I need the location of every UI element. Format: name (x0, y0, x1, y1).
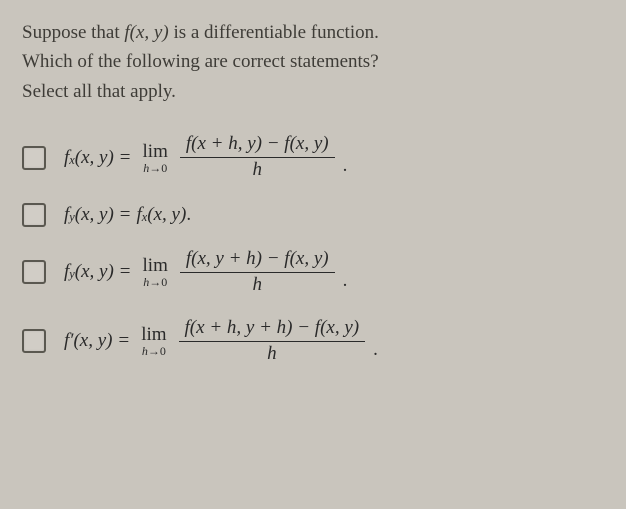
lhs-sub: y (69, 210, 74, 225)
option-row: fy(x, y) = fx(x, y). (22, 203, 604, 227)
checkbox-option-4[interactable] (22, 329, 46, 353)
question-func-expr: f(x, y) (124, 22, 168, 43)
checkbox-option-3[interactable] (22, 260, 46, 284)
frac-num: f(x, y + h) − f(x, y) (180, 249, 335, 273)
period: . (343, 270, 348, 292)
lhs-sub: x (69, 153, 74, 168)
lim-bot: h→0 (143, 162, 167, 174)
lim-top: lim (143, 142, 168, 161)
lhs-sub: y (69, 267, 74, 282)
lim-bot: h→0 (143, 276, 167, 288)
question-line1b: is a differentiable function. (169, 22, 379, 43)
option-2-expr: fy(x, y) = fx(x, y). (64, 204, 191, 226)
lim-top: lim (143, 256, 168, 275)
lim-top: lim (141, 325, 166, 344)
period: . (373, 339, 378, 361)
equals-sign: = (120, 261, 131, 283)
lhs-args: (x, y) (73, 330, 112, 352)
question-line1a: Suppose that (22, 22, 124, 43)
option-row: fx(x, y) = lim h→0 f(x + h, y) − f(x, y)… (22, 134, 604, 181)
options-list: fx(x, y) = lim h→0 f(x + h, y) − f(x, y)… (22, 134, 604, 364)
fraction: f(x, y + h) − f(x, y) h (180, 249, 335, 296)
option-3-expr: fy(x, y) = lim h→0 f(x, y + h) − f(x, y)… (64, 249, 347, 296)
limit-block: lim h→0 (141, 325, 166, 357)
period: . (186, 204, 191, 226)
fraction: f(x + h, y) − f(x, y) h (180, 134, 335, 181)
lim-bot: h→0 (142, 345, 166, 357)
lhs-args: (x, y) (75, 204, 114, 226)
checkbox-option-2[interactable] (22, 203, 46, 227)
option-4-expr: f′(x, y) = lim h→0 f(x + h, y + h) − f(x… (64, 318, 378, 365)
question-text: Suppose that f(x, y) is a differentiable… (22, 18, 604, 106)
limit-block: lim h→0 (143, 256, 168, 288)
frac-den: h (267, 342, 277, 365)
option-row: f′(x, y) = lim h→0 f(x + h, y + h) − f(x… (22, 318, 604, 365)
equals-sign: = (120, 147, 131, 169)
lhs-args: (x, y) (75, 147, 114, 169)
lhs-func: f′ (64, 330, 73, 352)
period: . (343, 155, 348, 177)
fraction: f(x + h, y + h) − f(x, y) h (179, 318, 366, 365)
equals-sign: = (118, 330, 129, 352)
option-row: fy(x, y) = lim h→0 f(x, y + h) − f(x, y)… (22, 249, 604, 296)
frac-den: h (252, 158, 262, 181)
lhs-args: (x, y) (75, 261, 114, 283)
question-container: Suppose that f(x, y) is a differentiable… (0, 0, 626, 383)
question-line3: Select all that apply. (22, 81, 176, 102)
rhs-sub: x (142, 210, 147, 225)
equals-sign: = (120, 204, 131, 226)
option-1-expr: fx(x, y) = lim h→0 f(x + h, y) − f(x, y)… (64, 134, 347, 181)
frac-num: f(x + h, y) − f(x, y) (180, 134, 335, 158)
frac-num: f(x + h, y + h) − f(x, y) (179, 318, 366, 342)
limit-block: lim h→0 (143, 142, 168, 174)
rhs-args: (x, y) (147, 204, 186, 226)
frac-den: h (252, 273, 262, 296)
question-line2: Which of the following are correct state… (22, 51, 379, 72)
checkbox-option-1[interactable] (22, 146, 46, 170)
